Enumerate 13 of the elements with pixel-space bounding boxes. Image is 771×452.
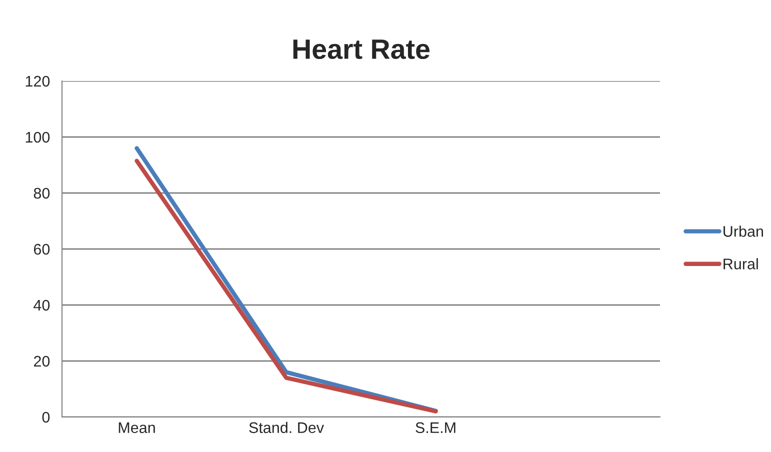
y-tick-label: 120 — [26, 76, 50, 87]
y-tick-label: 80 — [34, 188, 50, 199]
legend-label: Urban — [724, 226, 763, 237]
y-tick-label: 60 — [34, 244, 50, 255]
x-tick-label: S.E.M — [416, 422, 456, 434]
legend-label: Rural — [724, 258, 758, 270]
y-tick-label: 20 — [34, 356, 50, 367]
y-tick-label: 40 — [34, 300, 50, 311]
chart-title: Heart Rate — [293, 40, 430, 60]
y-tick-label: 0 — [42, 412, 50, 423]
x-tick-label: Stand. Dev — [249, 422, 324, 434]
y-tick-label: 100 — [26, 132, 50, 143]
x-tick-label: Mean — [118, 422, 155, 434]
